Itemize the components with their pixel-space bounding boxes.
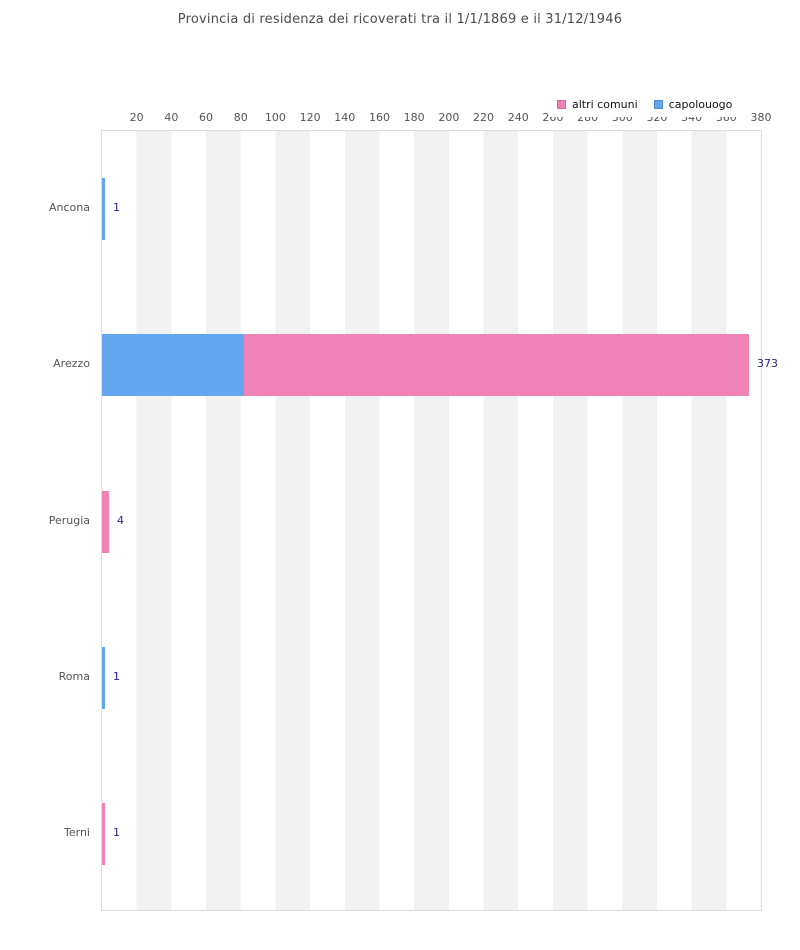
legend: altri comuni capolouogo — [549, 91, 741, 117]
legend-item-altri-comuni: altri comuni — [557, 98, 638, 111]
legend-label-capolouogo: capolouogo — [668, 97, 733, 111]
x-tick-label: 180 — [403, 111, 425, 124]
bar-segment-altri-comuni — [102, 491, 109, 553]
bar-row — [102, 178, 105, 240]
category-label: Terni — [64, 826, 90, 839]
x-tick-label: 240 — [507, 111, 529, 124]
bar-segment-capolouogo — [102, 334, 245, 396]
legend-swatch-capolouogo-icon — [653, 99, 663, 109]
category-label: Roma — [58, 670, 90, 683]
bar-segment-capolouogo — [102, 178, 105, 240]
bar-value-label: 4 — [117, 514, 124, 527]
category-label: Arezzo — [53, 357, 90, 370]
legend-swatch-altri-comuni-icon — [557, 99, 566, 109]
x-tick-label: 80 — [233, 111, 248, 124]
x-tick-label: 160 — [368, 111, 390, 124]
x-tick-label: 40 — [164, 111, 179, 124]
x-tick-label: 100 — [264, 111, 286, 124]
bar-value-label: 1 — [113, 826, 120, 839]
bar-row — [102, 647, 105, 709]
bar-row — [102, 491, 109, 553]
x-tick-label: 220 — [473, 111, 495, 124]
bar-value-label: 1 — [113, 670, 120, 683]
x-tick-label: 20 — [129, 111, 144, 124]
x-tick-label: 120 — [299, 111, 321, 124]
bar-segment-altri-comuni — [244, 334, 749, 396]
category-label: Ancona — [49, 201, 90, 214]
plot-area: 1 373 4 1 1 — [101, 130, 778, 911]
bar-value-label: 373 — [757, 357, 778, 370]
legend-label-altri-comuni: altri comuni — [572, 97, 638, 111]
x-tick-label: 60 — [199, 111, 214, 124]
bar-segment-altri-comuni — [102, 803, 105, 865]
x-tick-label: 200 — [438, 111, 460, 124]
chart-title: Provincia di residenza dei ricoverati tr… — [177, 12, 623, 27]
bar-row — [102, 803, 105, 865]
bar-segment-capolouogo — [102, 647, 105, 709]
legend-item-capolouogo: capolouogo — [653, 97, 733, 111]
category-label: Perugia — [48, 514, 90, 527]
x-tick-label: 140 — [334, 111, 356, 124]
bar-value-label: 1 — [113, 201, 120, 214]
x-tick-label: 380 — [750, 111, 772, 124]
bar-row — [102, 334, 749, 396]
